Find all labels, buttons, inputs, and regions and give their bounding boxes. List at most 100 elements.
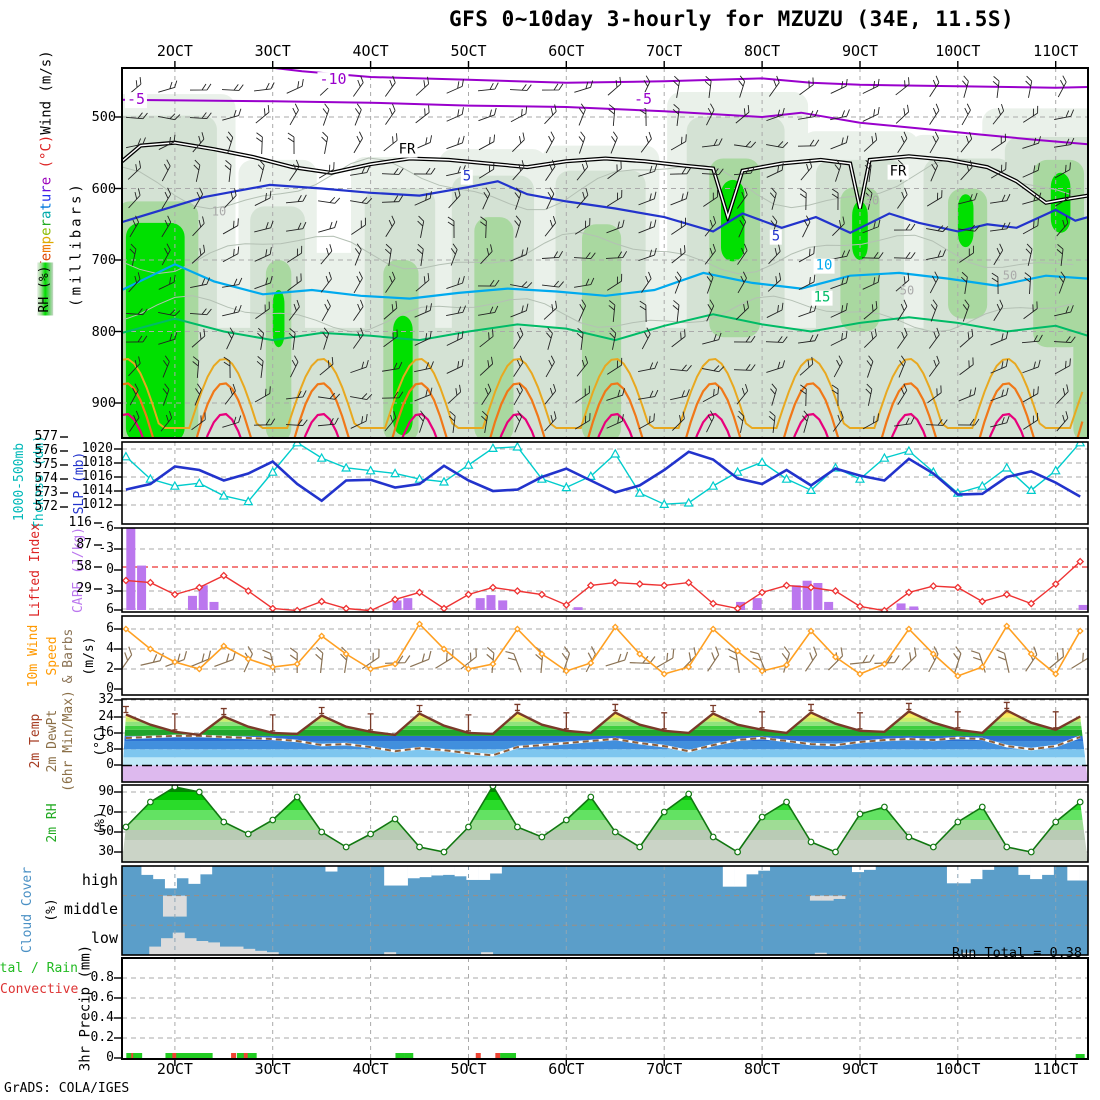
cape-tick: 58 — [76, 559, 92, 575]
cape-tick: 116 — [68, 515, 92, 531]
rh2m-axis-label: 2m RH — [45, 803, 61, 843]
temp2m-tick: 24 — [98, 709, 114, 725]
thickness-tick: 577 — [34, 429, 58, 445]
day-label-top: 7OCT — [646, 42, 683, 61]
temp2m-axis-label-line2: 2m DewPt — [45, 709, 61, 773]
day-label-bottom: 3OCT — [254, 1060, 291, 1079]
slp-tick: 1012 — [81, 497, 113, 513]
cloud-row-label: middle — [63, 900, 118, 919]
day-label-bottom: 5OCT — [450, 1060, 487, 1079]
wind10-axis-label-line2: Speed — [45, 636, 61, 676]
precip-tick: 0.2 — [90, 1030, 114, 1046]
day-label-top: 5OCT — [450, 42, 487, 61]
pressure-tick: 800 — [91, 323, 116, 340]
pressure-tick: 600 — [91, 180, 116, 197]
day-label-bottom: 2OCT — [156, 1060, 193, 1079]
rh2m-tick: 70 — [98, 804, 114, 820]
thickness-axis-label-line1: 1000-500mb — [12, 442, 28, 522]
contour-label-minus5-left: -5 — [124, 90, 148, 109]
day-label-top: 3OCT — [254, 42, 291, 61]
day-label-top: 8OCT — [744, 42, 781, 61]
day-label-bottom: 6OCT — [548, 1060, 585, 1079]
thickness-tick: 576 — [34, 443, 58, 459]
rh-contour-label-50b: 50 — [899, 283, 915, 298]
slp-tick: 1020 — [81, 441, 113, 457]
lifted-index-tick: 0 — [106, 562, 114, 578]
day-label-top: 10OCT — [935, 42, 981, 61]
slp-tick: 1014 — [81, 483, 113, 499]
cloud-axis-label: Cloud Cover — [20, 866, 36, 954]
contour-label-minus5-mid: -5 — [631, 90, 655, 109]
slp-tick: 1018 — [81, 455, 113, 471]
contour-label-minus10: -10 — [317, 70, 349, 89]
precip-tick: 0.6 — [90, 990, 114, 1006]
temp2m-axis-label-line3: (6hr Min/Max) — [61, 690, 77, 792]
cape-tick: 87 — [76, 537, 92, 553]
lifted-index-tick: 6 — [106, 602, 114, 618]
thickness-tick: 574 — [34, 471, 58, 487]
day-label-top: 2OCT — [156, 42, 193, 61]
contour-label-15: 15 — [811, 289, 833, 306]
day-label-bottom: 10OCT — [935, 1060, 981, 1079]
wind10-tick: 2 — [106, 661, 114, 677]
contour-label-10: 10 — [813, 257, 835, 274]
rh-contour-label-30: 30 — [864, 193, 880, 208]
chart-title: GFS 0~10day 3-hourly for MZUZU (34E, 11.… — [449, 7, 1015, 31]
lifted-index-tick: -6 — [98, 520, 114, 536]
day-label-top: 9OCT — [841, 42, 879, 61]
temp2m-tick: 32 — [98, 692, 114, 708]
precip-type-label-total: Total / Rain — [0, 961, 78, 976]
precip-tick: 0.8 — [90, 970, 114, 986]
run-total-label: Run Total = 0.38 — [951, 945, 1082, 961]
day-label-top: 4OCT — [352, 42, 389, 61]
day-label-bottom: 7OCT — [646, 1060, 683, 1079]
contour-label-fr-left: FR — [396, 141, 418, 158]
thickness-tick: 573 — [34, 485, 58, 501]
day-label-bottom: 4OCT — [352, 1060, 389, 1079]
day-label-top: 6OCT — [548, 42, 585, 61]
upper-axis-wind-temp-label: Temperature (°C)Wind (m/s) — [38, 50, 55, 269]
temp2m-axis-label-line1: 2m Temp — [28, 713, 44, 769]
contour-label-5-left: 5 — [460, 168, 474, 185]
precip-tick: 0.4 — [90, 1010, 114, 1026]
rh2m-tick: 50 — [98, 824, 114, 840]
day-label-top: 11OCT — [1033, 42, 1079, 61]
wind10-tick: 0 — [106, 681, 114, 697]
slp-tick: 1016 — [81, 469, 113, 485]
day-label-bottom: 11OCT — [1033, 1060, 1079, 1079]
pressure-tick: 500 — [91, 108, 116, 125]
cape-tick: 29 — [76, 581, 92, 597]
lifted-index-tick: 3 — [106, 583, 114, 599]
rh-shading-legend: RH (%) — [37, 262, 53, 316]
grads-credit: GrADS: COLA/IGES — [4, 1081, 130, 1096]
cloud-row-label: high — [81, 871, 118, 890]
wind10-axis-label-line3: & Barbs — [61, 628, 77, 684]
day-label-bottom: 8OCT — [744, 1060, 781, 1079]
precip-axis-label: 3hr Precip (mm) — [77, 944, 94, 1072]
temp2m-tick: 0 — [106, 757, 114, 773]
lifted-index-axis-label: Lifted Index — [28, 523, 44, 617]
lifted-index-tick: -3 — [98, 541, 114, 557]
temp2m-tick: 16 — [98, 725, 114, 741]
cloud-axis-unit: (%) — [44, 898, 60, 922]
thickness-tick: 572 — [34, 499, 58, 515]
thickness-tick: 575 — [34, 457, 58, 473]
temp2m-tick: 8 — [106, 741, 114, 757]
wind10-tick: 6 — [106, 621, 114, 637]
pressure-tick: 700 — [91, 251, 116, 268]
rh2m-tick: 90 — [98, 784, 114, 800]
contour-label-5-right: 5 — [769, 228, 783, 245]
precip-tick: 0 — [106, 1050, 114, 1066]
wind10-axis-unit: (m/s) — [82, 636, 98, 676]
millibars-axis-label: (millibars) — [68, 181, 85, 307]
wind10-axis-label-line1: 10m Wind — [26, 624, 42, 688]
day-label-bottom: 9OCT — [841, 1060, 879, 1079]
rh-contour-label-10: 10 — [211, 204, 227, 219]
pressure-tick: 900 — [91, 394, 116, 411]
precip-type-label-convective: Convective — [0, 982, 79, 997]
contour-label-fr-right: FR — [887, 163, 909, 180]
wind10-tick: 4 — [106, 641, 114, 657]
rh-contour-label-50a: 50 — [1002, 268, 1018, 283]
